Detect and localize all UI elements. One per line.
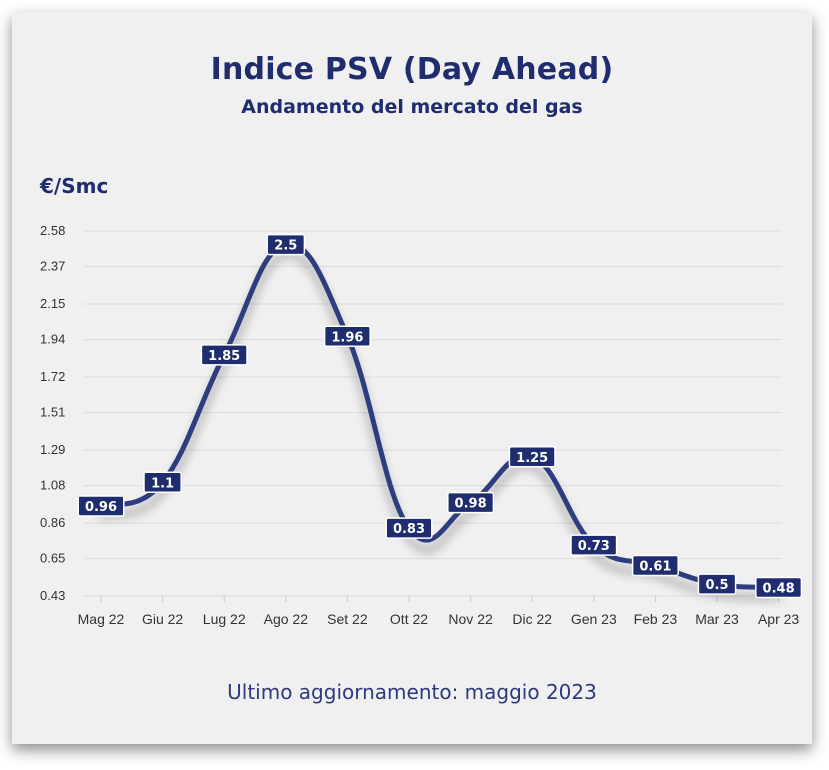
x-tick-label: Ago 22 [264, 611, 309, 627]
data-label-text: 0.98 [455, 497, 487, 512]
data-label: 0.83 [385, 517, 433, 539]
x-tick-label: Mag 22 [78, 611, 125, 627]
data-label-text: 1.96 [331, 330, 363, 345]
data-label: 1.96 [323, 325, 371, 348]
y-tick-label: 1.72 [40, 369, 65, 384]
data-label-text: 2.5 [274, 239, 297, 254]
data-label-text: 0.48 [763, 582, 795, 597]
grid-lines [84, 230, 782, 597]
data-label-box [77, 495, 125, 517]
data-label: 0.5 [697, 573, 737, 595]
data-label-box [755, 576, 803, 599]
data-label: 1.25 [508, 446, 556, 468]
data-label-text: 1.1 [151, 476, 174, 491]
data-label: 2.5 [266, 233, 306, 256]
y-tick-label: 0.86 [40, 515, 65, 530]
y-tick-label: 0.43 [40, 588, 65, 603]
data-label-text: 1.85 [208, 349, 240, 364]
data-label-box [323, 325, 371, 348]
x-tick-label: Feb 23 [634, 611, 678, 627]
y-axis-unit-label: €/Smc [40, 174, 109, 198]
chart-title: Indice PSV (Day Ahead) [210, 52, 614, 87]
data-label-box [570, 534, 618, 556]
data-label: 0.98 [447, 491, 495, 514]
data-label-box [508, 446, 556, 468]
series-line-layer [98, 242, 782, 591]
x-tick-label: Ott 22 [390, 611, 428, 627]
y-tick-label: 1.94 [40, 332, 65, 347]
x-tick-label: Gen 23 [571, 611, 617, 627]
y-tick-label: 2.58 [40, 223, 65, 238]
data-label: 0.96 [77, 495, 125, 517]
x-tick-label: Lug 22 [203, 611, 246, 627]
data-label-box [631, 554, 679, 577]
data-label: 0.61 [631, 554, 679, 577]
chart-card: Indice PSV (Day Ahead) Andamento del mer… [12, 12, 812, 744]
data-label: 0.73 [570, 534, 618, 556]
last-update-note: Ultimo aggiornamento: maggio 2023 [227, 680, 597, 704]
y-tick-label: 2.37 [40, 259, 65, 274]
data-label-box [697, 573, 737, 595]
x-tick-label: Giu 22 [142, 611, 183, 627]
y-tick-label: 1.29 [40, 442, 65, 457]
data-label-text: 0.61 [639, 559, 671, 574]
data-label-text: 0.83 [393, 522, 425, 537]
data-label-box [200, 344, 248, 366]
x-tick-label: Dic 22 [512, 611, 552, 627]
data-label: 0.48 [755, 576, 803, 599]
y-axis-ticks: 0.43 0.65 0.86 1.08 1.29 1.51 1.72 1.94 2.15 2.37… [40, 223, 65, 603]
y-tick-label: 2.15 [40, 296, 65, 311]
x-tick-label: Set 22 [327, 611, 368, 627]
series-line [98, 242, 782, 591]
data-label-box [447, 491, 495, 514]
data-label-text: 0.96 [85, 500, 117, 515]
chart-subtitle: Andamento del mercato del gas [241, 96, 583, 118]
data-label: 1.85 [200, 344, 248, 366]
data-labels: 0.96 1.1 1.85 2.5 1.96 0.83 0.98 1.25 0.73 0.61 0.… [77, 233, 803, 599]
data-label-text: 0.73 [578, 539, 610, 554]
x-tick-label: Apr 23 [758, 611, 799, 627]
data-label-box [266, 233, 306, 256]
data-label-text: 0.5 [705, 578, 728, 593]
x-axis-ticks: Mag 22 Giu 22 Lug 22 Ago 22 Set 22 Ott 22 Nov … [78, 596, 799, 627]
y-tick-label: 0.65 [40, 551, 65, 566]
x-tick-label: Mar 23 [695, 611, 739, 627]
y-tick-label: 1.08 [40, 478, 65, 493]
y-tick-label: 1.51 [40, 405, 65, 420]
data-label-box [385, 517, 433, 539]
x-tick-label: Nov 22 [448, 611, 493, 627]
data-label-text: 1.25 [516, 451, 548, 466]
data-label: 1.1 [143, 471, 182, 494]
line-chart: 0.43 0.65 0.86 1.08 1.29 1.51 1.72 1.94 2.15 2.37… [40, 223, 803, 627]
data-label-box [143, 471, 182, 494]
